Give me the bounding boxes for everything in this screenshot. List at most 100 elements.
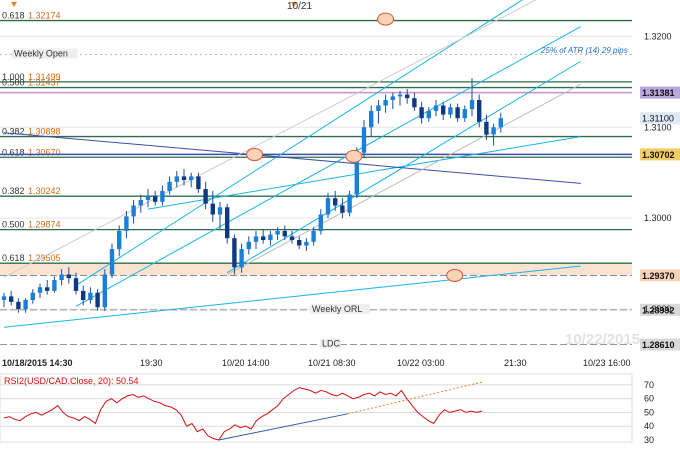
rsi-line bbox=[3, 387, 483, 441]
price-tag-5: 1.28610 bbox=[642, 340, 675, 350]
candle-body bbox=[59, 274, 64, 280]
candle-body bbox=[81, 290, 86, 300]
rsi-tick-4: 30 bbox=[644, 435, 654, 444]
price-panel bbox=[0, 0, 632, 350]
ellipse-top bbox=[377, 12, 395, 26]
candle-body bbox=[405, 94, 410, 99]
price-tag-4: 1.28992 bbox=[642, 305, 675, 315]
candle-body bbox=[203, 189, 208, 204]
fib-price-2: 1.31437 bbox=[28, 78, 61, 88]
fib-price-1: 1.31499 bbox=[28, 72, 61, 82]
fib-ratio-4: 0.618 bbox=[2, 147, 25, 157]
candle-body bbox=[261, 236, 266, 240]
y-tick-2: 1.3000 bbox=[644, 213, 672, 223]
candle-body bbox=[30, 292, 35, 300]
candle-body bbox=[95, 292, 100, 308]
rsi-tick-2: 50 bbox=[644, 407, 654, 417]
candle-body bbox=[469, 100, 475, 110]
blue-channel-top bbox=[75, 0, 524, 286]
candle-body bbox=[477, 100, 482, 122]
grey-trend bbox=[226, 83, 582, 275]
date-marker-left bbox=[11, 2, 17, 7]
candle-body bbox=[138, 200, 143, 206]
candle-body bbox=[117, 230, 122, 250]
candle-body bbox=[333, 198, 338, 206]
candle-body bbox=[23, 300, 28, 310]
candle-body bbox=[210, 203, 215, 215]
candle-body bbox=[45, 287, 50, 291]
candle-body bbox=[217, 207, 223, 215]
fib-ratio-7: 0.618 bbox=[2, 253, 25, 263]
level-label-2: LDC bbox=[322, 339, 341, 349]
x-axis-bg bbox=[0, 352, 680, 372]
fib-price-0: 1.32174 bbox=[28, 11, 61, 21]
candle-body bbox=[145, 196, 151, 200]
price-tag-bg-0 bbox=[640, 86, 680, 99]
candle-body bbox=[361, 127, 367, 153]
rsi-title: RSI2(USD/CAD.Close, 20): 50.54 bbox=[4, 376, 139, 386]
fib-ratio-3: 0.382 bbox=[2, 127, 25, 137]
fib-ratio-6: 0.500 bbox=[2, 220, 25, 230]
price-tag-bg-2 bbox=[640, 148, 680, 161]
candle-body bbox=[498, 118, 503, 128]
fib-price-5: 1.30242 bbox=[28, 186, 61, 196]
candle-body bbox=[275, 230, 280, 235]
candle-body bbox=[340, 205, 345, 213]
price-tag-bg-4 bbox=[640, 303, 680, 316]
candle-body bbox=[441, 105, 446, 115]
candle-body bbox=[491, 127, 496, 135]
candle-body bbox=[109, 249, 115, 275]
date-marker-right bbox=[291, 2, 297, 7]
blue-channel-bottom bbox=[3, 265, 581, 328]
y-tick-0: 1.3200 bbox=[644, 31, 672, 41]
level-label-0: Weekly Open bbox=[14, 49, 68, 59]
level-label-bg-0 bbox=[12, 48, 78, 59]
candle-body bbox=[297, 240, 302, 246]
watermark: 10/22/2015 bbox=[565, 331, 640, 348]
candle-body bbox=[239, 249, 244, 268]
y-tick-1: 1.3100 bbox=[644, 122, 672, 132]
candle-body bbox=[426, 110, 431, 119]
price-tag-1: 1.31100 bbox=[642, 114, 674, 124]
candle-body bbox=[397, 94, 403, 97]
candle-body bbox=[16, 301, 21, 310]
fib-ratio-2: 0.500 bbox=[2, 78, 25, 88]
fib-price-6: 1.29874 bbox=[28, 220, 61, 230]
candle-body bbox=[167, 181, 172, 191]
candle-body bbox=[88, 292, 93, 300]
fib-ratio-0: 0.618 bbox=[2, 11, 25, 21]
candle-body bbox=[376, 105, 381, 111]
candle-body bbox=[246, 241, 251, 250]
price-tag-bg-5 bbox=[640, 338, 680, 351]
price-tag-bg-3 bbox=[640, 269, 680, 282]
x-tick-4: 10/22 03:00 bbox=[397, 358, 445, 368]
candle-body bbox=[160, 190, 165, 202]
candle-body bbox=[1, 296, 7, 300]
candle-body bbox=[189, 176, 194, 180]
blue-channel-mid2 bbox=[226, 60, 582, 274]
candle-body bbox=[131, 205, 136, 217]
candle-body bbox=[268, 234, 273, 240]
navy-trend bbox=[3, 132, 581, 184]
candle-body bbox=[73, 278, 79, 291]
level-label-1: Weekly ORL bbox=[312, 304, 362, 314]
candle-body bbox=[462, 109, 467, 119]
candle-body bbox=[390, 96, 395, 100]
candle-body bbox=[383, 100, 388, 106]
candle-body bbox=[448, 107, 453, 115]
x-tick-6: 10/23 16:00 bbox=[583, 358, 631, 368]
level-label-bg-1 bbox=[310, 303, 370, 314]
candle-body bbox=[153, 196, 158, 202]
fib-price-4: 1.30670 bbox=[28, 147, 61, 157]
candle-body bbox=[484, 121, 489, 135]
candle-body bbox=[311, 230, 316, 242]
candle-body bbox=[52, 280, 57, 291]
candle-body bbox=[225, 207, 230, 239]
candle-body bbox=[232, 238, 237, 268]
candle-body bbox=[289, 236, 295, 240]
candle-body bbox=[66, 274, 71, 279]
lower-trend bbox=[147, 136, 581, 210]
candle-body bbox=[9, 296, 14, 302]
